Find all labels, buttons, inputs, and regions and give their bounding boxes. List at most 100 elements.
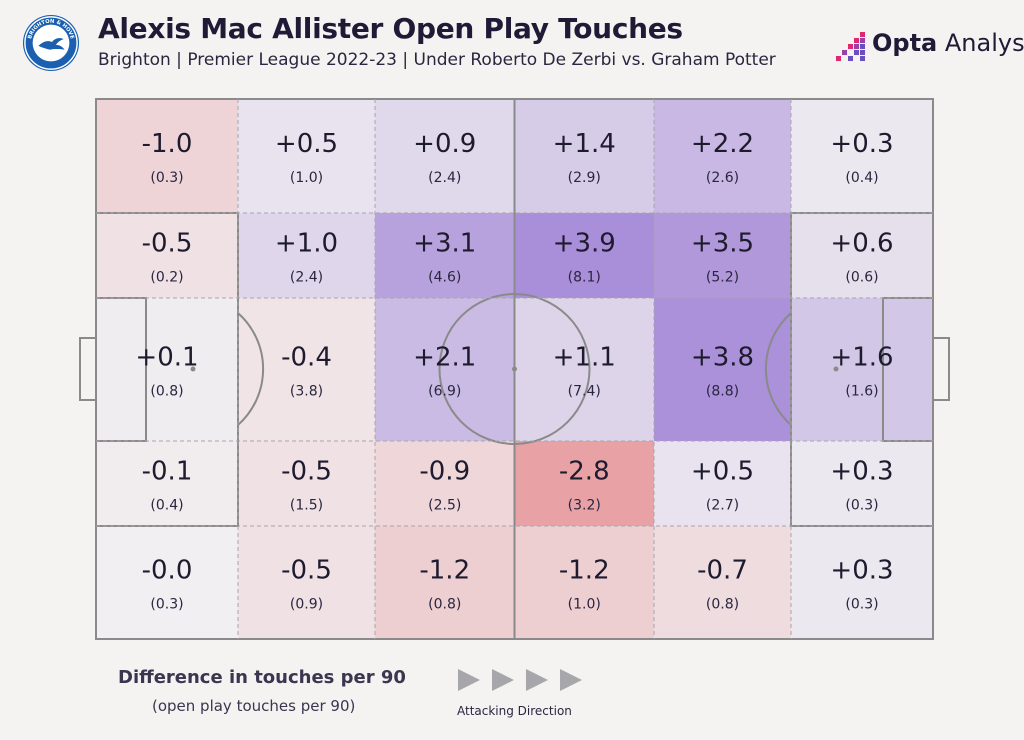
left-goal: [79, 337, 97, 401]
cell-diff-label: +1.4: [553, 129, 616, 159]
cell-total-label: (0.4): [150, 498, 183, 514]
logo-dot: [848, 44, 853, 49]
attacking-direction-label: Attacking Direction: [457, 704, 572, 718]
right-goal: [932, 337, 950, 401]
cell-total-label: (0.3): [845, 498, 878, 514]
heatmap-cell-r4-c3: [514, 526, 654, 639]
cell-total-label: (0.4): [845, 170, 878, 186]
heatmap-cell-r0-c4: [654, 99, 791, 213]
cell-diff-label: +3.5: [691, 229, 754, 259]
chart-title: Alexis Mac Allister Open Play Touches: [98, 12, 683, 45]
cell-total-label: (5.2): [706, 270, 739, 286]
cell-diff-label: -2.8: [559, 457, 610, 487]
heatmap-cell-r2-c5: [791, 298, 933, 441]
direction-arrow-icon: [526, 669, 548, 691]
left-penalty-arc: [237, 312, 265, 426]
logo-dot: [860, 44, 865, 49]
cell-total-label: (2.9): [568, 170, 601, 186]
brighton-crest-logo: BRIGHTON & HOVE ALBION: [22, 14, 80, 72]
cell-total-label: (2.4): [428, 170, 461, 186]
cell-diff-label: +1.6: [830, 343, 893, 373]
heatmap-cell-r4-c0: [96, 526, 238, 639]
cell-diff-label: +0.1: [135, 343, 198, 373]
crest-text-bottom: ALBION: [40, 53, 63, 62]
cell-total-label: (3.8): [290, 384, 323, 400]
cell-diff-label: +3.9: [553, 229, 616, 259]
centre-circle: [438, 293, 591, 445]
logo-dot: [860, 56, 865, 61]
cell-diff-label: -0.0: [142, 556, 193, 586]
logo-dot: [854, 38, 859, 43]
cell-total-label: (8.8): [706, 384, 739, 400]
heatmap-cell-r3-c0: [96, 441, 238, 526]
logo-dot: [842, 50, 847, 55]
cell-diff-label: -0.9: [419, 457, 470, 487]
cell-diff-label: -1.2: [419, 556, 470, 586]
heatmap-cell-r0-c5: [791, 99, 933, 213]
cell-diff-label: +2.2: [691, 129, 754, 159]
heatmap-cell-r1-c2: [375, 213, 515, 298]
cell-total-label: (2.4): [290, 270, 323, 286]
cell-total-label: (0.3): [150, 170, 183, 186]
cell-total-label: (0.8): [706, 597, 739, 613]
heatmap-cell-r3-c5: [791, 441, 933, 526]
cell-total-label: (1.0): [290, 170, 323, 186]
cell-diff-label: +0.3: [830, 457, 893, 487]
cell-total-label: (4.6): [428, 270, 461, 286]
logo-dot: [836, 56, 841, 61]
logo-bold-text: Opta: [872, 29, 938, 57]
cell-diff-label: -0.5: [142, 229, 193, 259]
heatmap-cell-r3-c2: [375, 441, 515, 526]
logo-dot: [854, 44, 859, 49]
attacking-direction-arrows: [458, 669, 582, 691]
cell-diff-label: +0.6: [830, 229, 893, 259]
legend-subtitle: (open play touches per 90): [152, 697, 356, 715]
heatmap-cell-r3-c3: [514, 441, 654, 526]
heatmap-cell-r1-c1: [238, 213, 375, 298]
cell-total-label: (7.4): [568, 384, 601, 400]
cell-diff-label: +0.3: [830, 556, 893, 586]
logo-dot: [860, 50, 865, 55]
cell-diff-label: -1.0: [142, 129, 193, 159]
heatmap-cell-r2-c0: [96, 298, 238, 441]
opta-analyst-wordmark: Opta Analyst: [872, 29, 1024, 57]
heatmap-cell-r2-c3: [514, 298, 654, 441]
cell-total-label: (1.5): [290, 498, 323, 514]
heatmap-cell-r0-c2: [375, 99, 515, 213]
cell-total-label: (0.3): [150, 597, 183, 613]
heatmap-cell-r0-c3: [514, 99, 654, 213]
cell-diff-label: -0.5: [281, 556, 332, 586]
cell-diff-label: +0.5: [275, 129, 338, 159]
heatmap-cell-r2-c4: [654, 298, 791, 441]
heatmap-labels: -1.0 (0.3) +0.5 (1.0) +0.9 (2.4) +1.4 (2.9) +2.2…: [135, 129, 893, 613]
direction-arrow-icon: [560, 669, 582, 691]
pitch-heatmap: -1.0 (0.3) +0.5 (1.0) +0.9 (2.4) +1.4 (2.9) +2.2…: [79, 98, 950, 640]
cell-total-label: (0.6): [845, 270, 878, 286]
chart-subtitle: Brighton | Premier League 2022-23 | Unde…: [98, 50, 776, 70]
cell-diff-label: +1.1: [553, 343, 616, 373]
cell-diff-label: -0.7: [697, 556, 748, 586]
cell-total-label: (2.6): [706, 170, 739, 186]
cell-total-label: (1.6): [845, 384, 878, 400]
cell-diff-label: +2.1: [413, 343, 476, 373]
logo-dot: [860, 38, 865, 43]
logo-dot: [854, 50, 859, 55]
heatmap-cell-r0-c0: [96, 99, 238, 213]
cell-total-label: (8.1): [568, 270, 601, 286]
heatmap-cell-r3-c1: [238, 441, 375, 526]
heatmap-cell-r0-c1: [238, 99, 375, 213]
right-penalty-arc: [764, 312, 792, 426]
cell-total-label: (2.7): [706, 498, 739, 514]
cell-diff-label: +0.3: [830, 129, 893, 159]
heatmap-cell-r4-c4: [654, 526, 791, 639]
cell-diff-label: +0.9: [413, 129, 476, 159]
heatmap-cell-r1-c4: [654, 213, 791, 298]
heatmap-cell-r4-c2: [375, 526, 515, 639]
heatmap-cell-r2-c2: [375, 298, 515, 441]
left-penalty-spot: [190, 366, 196, 372]
heatmap-cell-r2-c1: [238, 298, 375, 441]
cell-total-label: (0.9): [290, 597, 323, 613]
zone-divider-lines: [96, 99, 933, 639]
heatmap-cell-r1-c5: [791, 213, 933, 298]
cell-total-label: (0.8): [428, 597, 461, 613]
